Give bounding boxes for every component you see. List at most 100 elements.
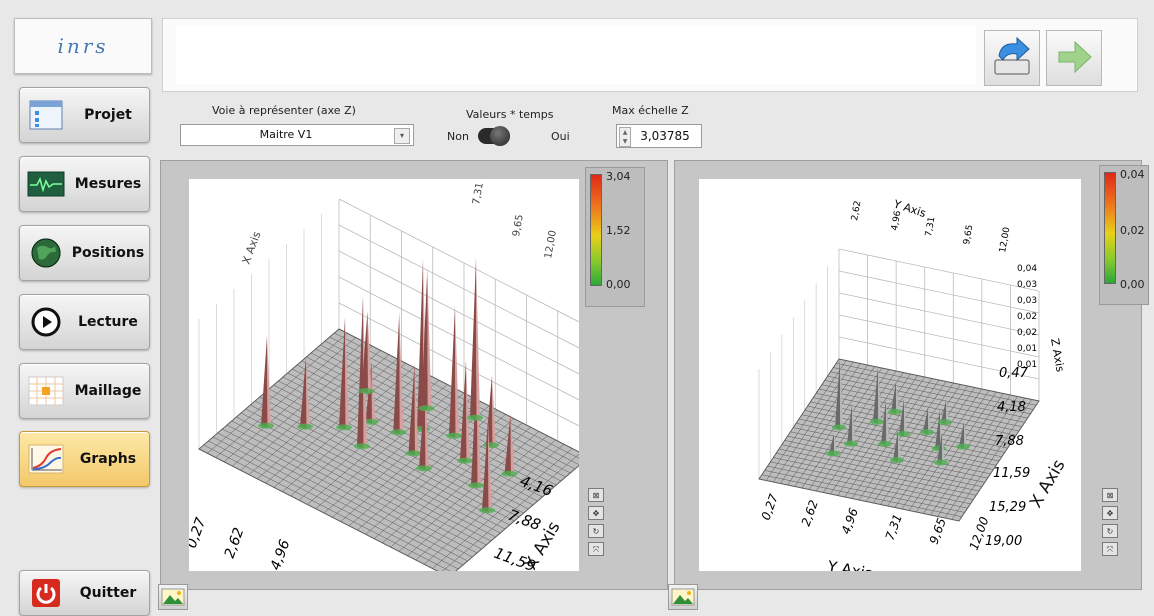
sidebar-item-lecture[interactable]: Lecture bbox=[19, 294, 150, 350]
surface-peak bbox=[367, 311, 372, 393]
surface-peak bbox=[393, 312, 400, 435]
surface-peak bbox=[893, 430, 899, 463]
rotate-icon[interactable]: ↻ bbox=[1102, 524, 1118, 538]
z-tick: 0,03 bbox=[1017, 280, 1037, 290]
logo-text: inrs bbox=[57, 34, 109, 58]
export-image-icon[interactable] bbox=[668, 584, 698, 610]
sidebar-item-projet[interactable]: Projet bbox=[19, 87, 150, 143]
z-tick: 0,04 bbox=[1017, 264, 1037, 274]
pan-icon[interactable]: ✥ bbox=[1102, 506, 1118, 520]
surface-peak bbox=[510, 413, 515, 476]
surface-base bbox=[479, 507, 495, 514]
color-ramp bbox=[590, 174, 602, 286]
surface-peak bbox=[455, 305, 459, 438]
surface-base bbox=[390, 429, 407, 436]
right-graph-panel: X Axis 0,47 4,18 7,88 11,59 15,29 19,00 … bbox=[674, 160, 1149, 590]
voie-select[interactable]: Maitre V1 ▾ bbox=[180, 124, 414, 146]
surface-peak bbox=[941, 400, 947, 425]
sidebar-item-graphs[interactable]: Graphs bbox=[19, 431, 150, 487]
surface-peak bbox=[873, 366, 879, 424]
surface-peak bbox=[267, 335, 271, 428]
surface-peak bbox=[898, 430, 901, 463]
pan-icon[interactable]: ✥ bbox=[588, 506, 604, 520]
surface-base bbox=[920, 429, 934, 436]
surface-base bbox=[870, 418, 884, 425]
color-ramp bbox=[1104, 172, 1116, 284]
left-color-scale[interactable]: 3,04 1,52 0,00 bbox=[585, 167, 645, 307]
surface-peak bbox=[449, 305, 456, 438]
toggle-on-label: Oui bbox=[551, 130, 570, 143]
z-tick: 0,03 bbox=[1017, 296, 1037, 306]
surface-base bbox=[501, 470, 518, 477]
sidebar-item-maillage[interactable]: Maillage bbox=[19, 363, 150, 419]
surface-peak bbox=[937, 432, 943, 465]
left-3d-plot[interactable]: X Axis 4,16 7,88 11,59 0,27 2,62 4,96 X … bbox=[184, 179, 590, 578]
zoom-icon[interactable]: ⊠ bbox=[588, 488, 604, 502]
measurement-icon bbox=[25, 163, 67, 205]
reset-view-icon[interactable]: ⤧ bbox=[1102, 542, 1118, 556]
right-surface-plot-svg: X Axis 0,47 4,18 7,88 11,59 15,29 19,00 … bbox=[758, 197, 1070, 583]
right-3d-plot[interactable]: X Axis 0,47 4,18 7,88 11,59 15,29 19,00 … bbox=[699, 179, 1081, 583]
surface-peak bbox=[935, 408, 941, 451]
surface-peak bbox=[417, 259, 424, 431]
zoom-icon[interactable]: ⊠ bbox=[1102, 488, 1118, 502]
surface-base bbox=[826, 450, 840, 457]
x-tick: 15,29 bbox=[989, 500, 1026, 515]
surface-base bbox=[336, 424, 352, 431]
mesh-icon bbox=[25, 370, 67, 412]
surface-peak bbox=[504, 413, 511, 476]
y-tick: 2,62 bbox=[222, 526, 248, 561]
surface-peak bbox=[886, 398, 889, 446]
valeurs-toggle[interactable] bbox=[478, 126, 510, 146]
surface-peak bbox=[923, 407, 929, 435]
return-button[interactable] bbox=[984, 30, 1040, 86]
surface-peak bbox=[829, 433, 835, 456]
zmax-label: Max échelle Z bbox=[612, 104, 689, 117]
surface-base bbox=[362, 418, 379, 425]
back-y-tick: 7,31 bbox=[924, 216, 937, 237]
sidebar-item-label: Maillage bbox=[74, 383, 142, 399]
sidebar-item-positions[interactable]: Positions bbox=[19, 225, 150, 281]
sidebar-item-mesures[interactable]: Mesures bbox=[19, 156, 150, 212]
spinner-icon[interactable]: ▲ ▼ bbox=[619, 127, 631, 147]
y-tick: 4,96 bbox=[839, 506, 861, 536]
surface-peak bbox=[928, 407, 931, 435]
quit-label: Quitter bbox=[79, 585, 137, 601]
surface-peak bbox=[371, 361, 376, 424]
next-button[interactable] bbox=[1046, 30, 1102, 86]
surface-peak bbox=[357, 296, 364, 449]
surface-base bbox=[354, 443, 370, 450]
surface-peak bbox=[306, 356, 310, 429]
surface-peak bbox=[891, 381, 897, 414]
voie-value: Maitre V1 bbox=[259, 128, 313, 141]
right-color-scale[interactable]: 0,04 0,02 0,00 bbox=[1099, 165, 1149, 305]
surface-peak bbox=[881, 398, 887, 446]
globe-icon bbox=[25, 232, 67, 274]
z-tick: 0,01 bbox=[1017, 344, 1037, 354]
surface-base bbox=[956, 443, 970, 450]
title-field bbox=[176, 26, 976, 84]
toggle-knob bbox=[490, 126, 510, 146]
surface-peak bbox=[852, 403, 855, 446]
quit-button[interactable]: Quitter bbox=[19, 570, 150, 616]
surface-peak bbox=[834, 433, 837, 456]
x-tick: 19,00 bbox=[985, 534, 1022, 549]
back-y-tick: 12,00 bbox=[998, 226, 1012, 253]
back-y-tick: 2,62 bbox=[850, 200, 863, 221]
rotate-icon[interactable]: ↻ bbox=[588, 524, 604, 538]
reset-view-icon[interactable]: ⤧ bbox=[588, 542, 604, 556]
surface-peak bbox=[427, 268, 432, 411]
export-image-icon[interactable] bbox=[158, 584, 188, 610]
surface-peak bbox=[345, 317, 349, 430]
surface-base bbox=[896, 431, 910, 437]
surface-peak bbox=[946, 400, 949, 425]
surface-peak bbox=[361, 311, 368, 393]
surface-base bbox=[844, 440, 858, 447]
scale-tick-min: 0,00 bbox=[1120, 278, 1145, 291]
zmax-input[interactable]: ▲ ▼ 3,03785 bbox=[616, 124, 702, 148]
green-arrow-icon bbox=[1051, 34, 1097, 83]
surface-peak bbox=[488, 420, 492, 513]
return-arrow-icon bbox=[989, 34, 1035, 83]
z-tick: 0,01 bbox=[1017, 360, 1037, 370]
surface-peak bbox=[339, 317, 346, 430]
